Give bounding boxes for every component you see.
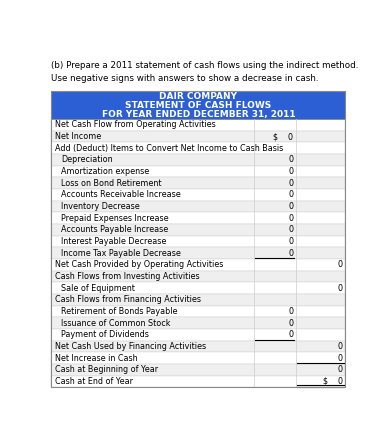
Text: 0: 0 — [288, 249, 293, 258]
Bar — [51, 224, 345, 236]
Text: Add (Deduct) Items to Convert Net Income to Cash Basis: Add (Deduct) Items to Convert Net Income… — [55, 144, 283, 153]
Text: 0: 0 — [288, 237, 293, 246]
Text: 0: 0 — [288, 330, 293, 339]
Text: Cash Flows from Investing Activities: Cash Flows from Investing Activities — [55, 272, 200, 281]
Bar — [51, 305, 345, 317]
Text: Net Increase in Cash: Net Increase in Cash — [55, 354, 138, 363]
Text: Net Cash Provided by Operating Activities: Net Cash Provided by Operating Activitie… — [55, 260, 223, 269]
Bar — [51, 142, 345, 154]
Text: 0: 0 — [338, 342, 343, 351]
Text: 0: 0 — [338, 354, 343, 363]
Text: Payment of Dividends: Payment of Dividends — [61, 330, 149, 339]
Bar — [51, 119, 345, 131]
Bar — [51, 329, 345, 340]
Bar — [51, 91, 345, 119]
Text: Issuance of Common Stock: Issuance of Common Stock — [61, 319, 170, 328]
Bar — [51, 271, 345, 282]
Text: Cash at End of Year: Cash at End of Year — [55, 377, 133, 386]
Bar — [51, 259, 345, 271]
Text: 0: 0 — [288, 202, 293, 211]
Text: Interest Payable Decrease: Interest Payable Decrease — [61, 237, 166, 246]
Bar — [51, 177, 345, 189]
Text: Prepaid Expenses Increase: Prepaid Expenses Increase — [61, 214, 169, 223]
Bar — [51, 91, 345, 387]
Text: Income Tax Payable Decrease: Income Tax Payable Decrease — [61, 249, 181, 258]
Bar — [51, 364, 345, 375]
Text: Retirement of Bonds Payable: Retirement of Bonds Payable — [61, 307, 178, 316]
Text: 0: 0 — [338, 260, 343, 269]
Text: Cash Flows from Financing Activities: Cash Flows from Financing Activities — [55, 295, 201, 304]
Text: 0: 0 — [288, 307, 293, 316]
Bar — [51, 340, 345, 352]
Text: Amortization expense: Amortization expense — [61, 167, 149, 176]
Bar — [51, 189, 345, 201]
Text: Depreciation: Depreciation — [61, 156, 113, 164]
Bar — [51, 212, 345, 224]
Bar — [51, 236, 345, 247]
Text: Use negative signs with answers to show a decrease in cash.: Use negative signs with answers to show … — [51, 74, 319, 83]
Bar — [51, 282, 345, 294]
Text: 0: 0 — [288, 214, 293, 223]
Text: Accounts Payable Increase: Accounts Payable Increase — [61, 225, 168, 234]
Bar — [51, 294, 345, 305]
Bar — [51, 166, 345, 177]
Text: Net Cash Flow from Operating Activities: Net Cash Flow from Operating Activities — [55, 121, 216, 129]
Text: 0: 0 — [338, 365, 343, 374]
Text: Accounts Receivable Increase: Accounts Receivable Increase — [61, 191, 181, 199]
Bar — [51, 154, 345, 166]
Text: Net Income: Net Income — [55, 132, 101, 141]
Text: 0: 0 — [288, 319, 293, 328]
Bar — [51, 352, 345, 364]
Bar — [51, 131, 345, 142]
Bar — [51, 201, 345, 212]
Text: Net Cash Used by Financing Activities: Net Cash Used by Financing Activities — [55, 342, 206, 351]
Text: (b) Prepare a 2011 statement of cash flows using the indirect method.: (b) Prepare a 2011 statement of cash flo… — [51, 61, 359, 70]
Text: $    0: $ 0 — [323, 377, 343, 386]
Bar — [51, 247, 345, 259]
Text: 0: 0 — [288, 167, 293, 176]
Text: STATEMENT OF CASH FLOWS: STATEMENT OF CASH FLOWS — [125, 101, 271, 110]
Text: Inventory Decrease: Inventory Decrease — [61, 202, 140, 211]
Text: $    0: $ 0 — [273, 132, 293, 141]
Text: 0: 0 — [338, 284, 343, 293]
Text: Sale of Equipment: Sale of Equipment — [61, 284, 135, 293]
Text: DAIR COMPANY: DAIR COMPANY — [159, 92, 237, 101]
Text: 0: 0 — [288, 191, 293, 199]
Text: Loss on Bond Retirement: Loss on Bond Retirement — [61, 179, 161, 188]
Text: 0: 0 — [288, 179, 293, 188]
Text: FOR YEAR ENDED DECEMBER 31, 2011: FOR YEAR ENDED DECEMBER 31, 2011 — [101, 110, 295, 119]
Bar — [51, 375, 345, 387]
Text: 0: 0 — [288, 225, 293, 234]
Bar — [51, 317, 345, 329]
Text: 0: 0 — [288, 156, 293, 164]
Text: Cash at Beginning of Year: Cash at Beginning of Year — [55, 365, 158, 374]
